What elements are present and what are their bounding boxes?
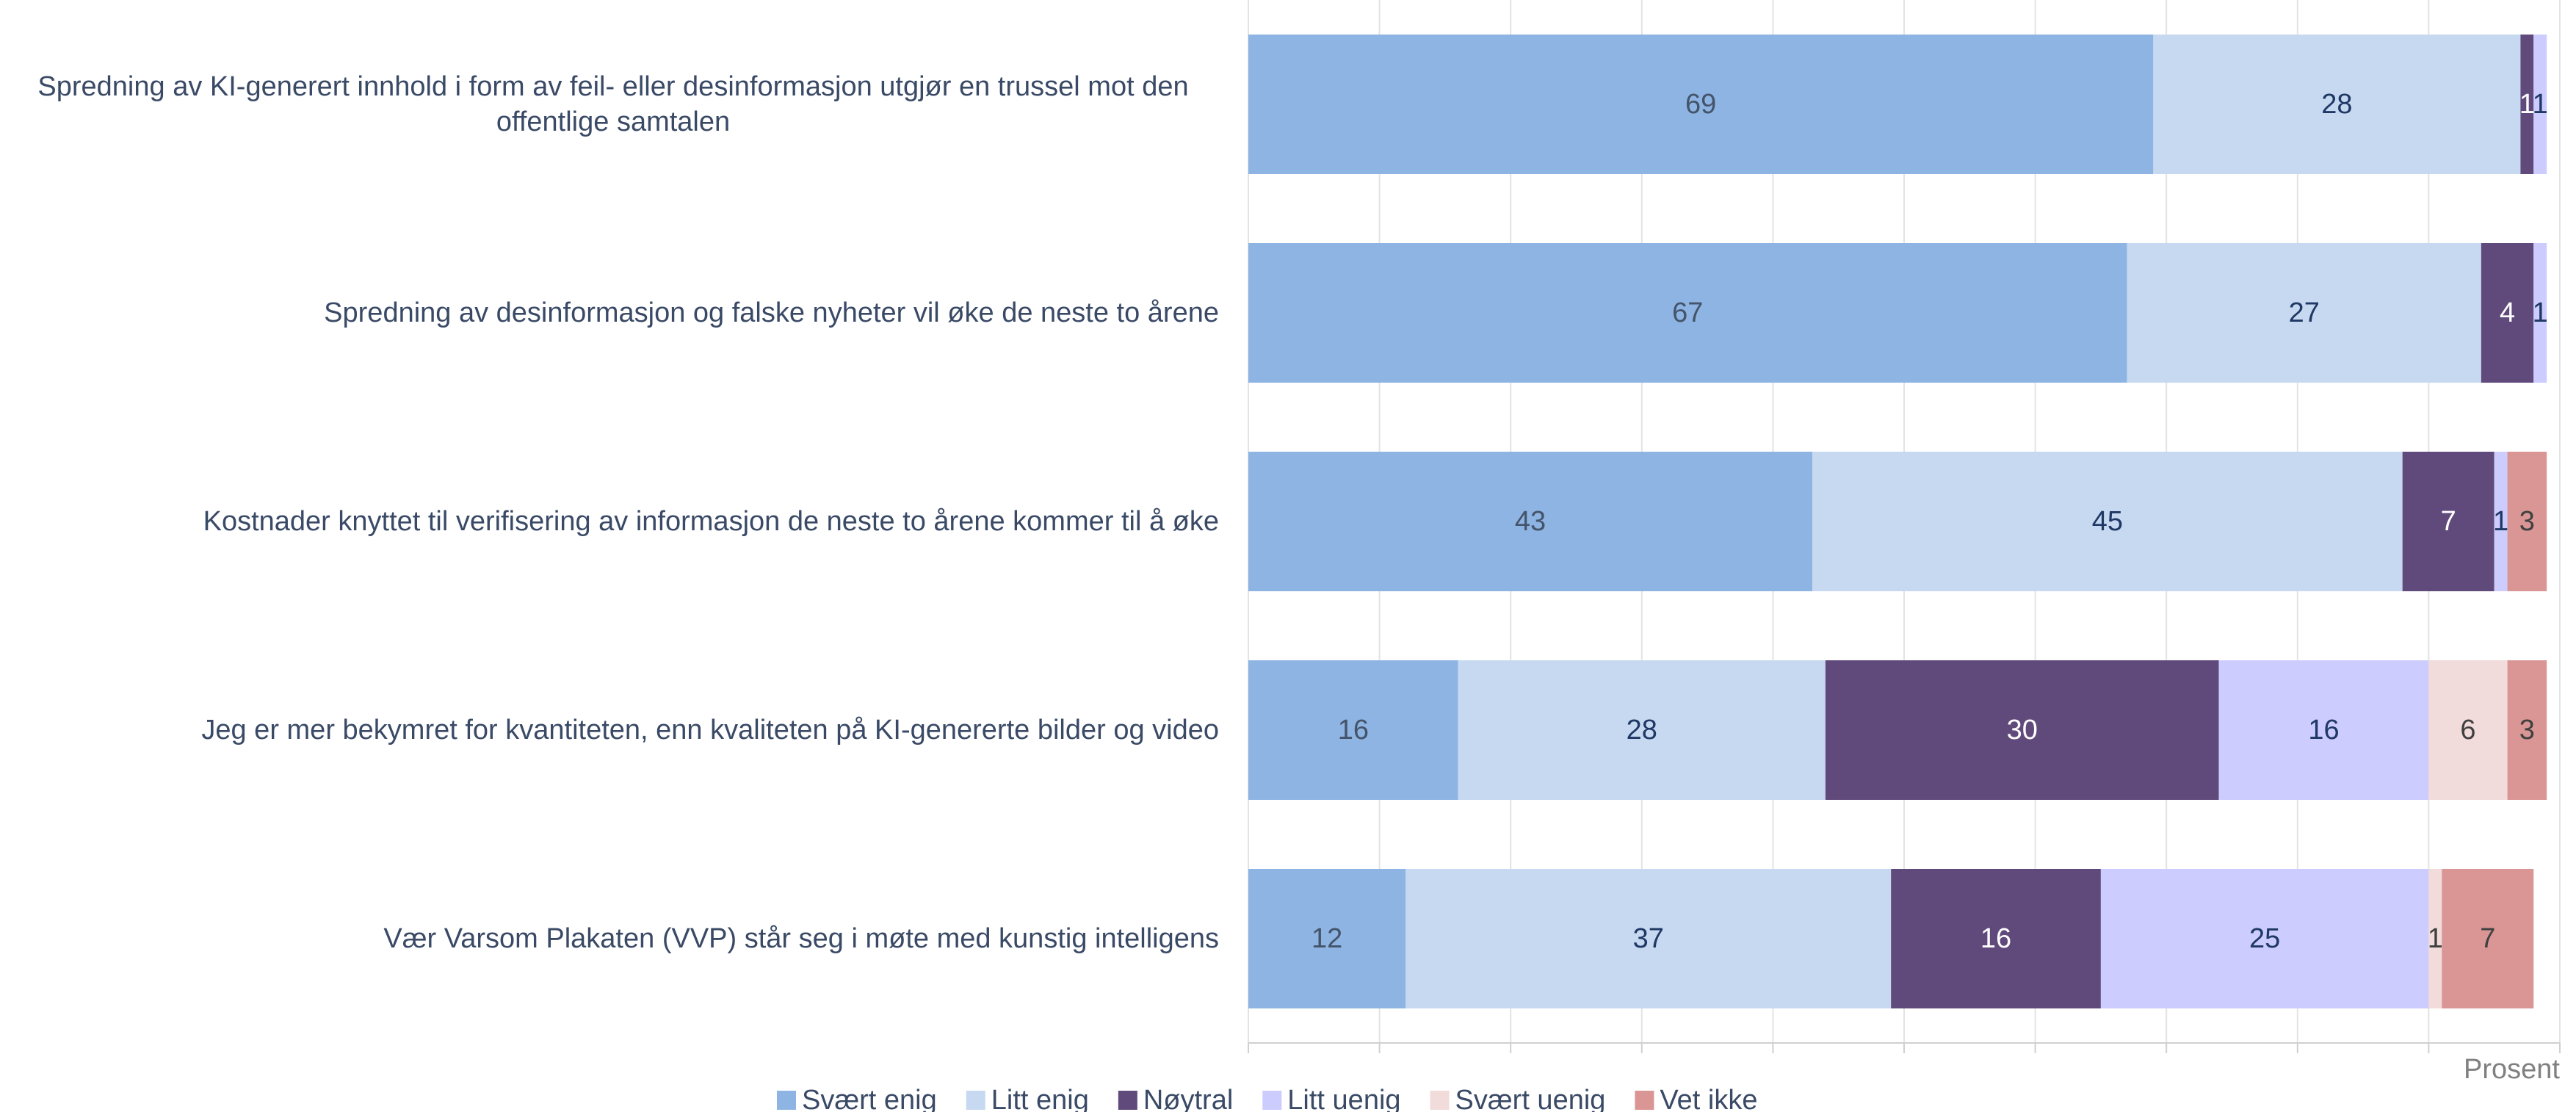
data-label: 27 — [2289, 297, 2320, 328]
data-label: 1 — [2493, 506, 2508, 537]
data-label: 25 — [2249, 923, 2280, 954]
bar-segment — [1248, 35, 2154, 174]
data-label: 3 — [2519, 715, 2535, 745]
data-label: 12 — [1311, 923, 1342, 954]
data-label: 7 — [2441, 506, 2456, 537]
data-label: 4 — [2500, 297, 2515, 328]
category-label: Jeg er mer bekymret for kvantiteten, enn… — [7, 712, 1219, 748]
bar-segment — [1458, 660, 1826, 800]
bar-segment — [2533, 35, 2547, 174]
legend-label: Vet ikke — [1660, 1085, 1757, 1112]
data-label: 6 — [2460, 715, 2475, 745]
bar-segment — [2100, 869, 2429, 1008]
bar-segment — [2494, 452, 2508, 591]
legend-label: Svært uenig — [1455, 1085, 1606, 1112]
data-label: 1 — [2428, 923, 2443, 954]
data-label: 7 — [2480, 923, 2495, 954]
bar-segment — [2507, 452, 2547, 591]
category-label: Spredning av KI-generert innhold i form … — [7, 69, 1219, 140]
legend-swatch — [1262, 1091, 1282, 1110]
bar-segment — [2533, 243, 2547, 383]
legend-swatch — [777, 1091, 796, 1110]
bar-segment — [2442, 869, 2534, 1008]
data-label: 16 — [1980, 923, 2011, 954]
legend-swatch — [1430, 1091, 1450, 1110]
category-text: Jeg er mer bekymret for kvantiteten, enn… — [201, 715, 1219, 745]
data-label: 28 — [2321, 89, 2352, 120]
legend-swatch — [1118, 1091, 1137, 1110]
bar-segment — [1248, 660, 1458, 800]
category-text: Vær Varsom Plakaten (VVP) står seg i møt… — [383, 923, 1219, 954]
x-axis-label: Prosent — [2464, 1054, 2560, 1085]
data-label: 67 — [1672, 297, 1703, 328]
data-label: 30 — [2007, 715, 2038, 745]
bar-segment — [2153, 35, 2521, 174]
bar-segment — [2402, 452, 2494, 591]
bar-segment — [2218, 660, 2429, 800]
bar-segment — [2428, 869, 2442, 1008]
legend-swatch — [966, 1091, 985, 1110]
data-label: 16 — [2308, 715, 2339, 745]
bar-segment — [2428, 660, 2508, 800]
data-label: 3 — [2519, 506, 2535, 537]
data-label: 28 — [1627, 715, 1657, 745]
data-label: 1 — [2533, 89, 2548, 120]
legend-label: Litt enig — [991, 1085, 1089, 1112]
bar-segment — [2127, 243, 2481, 383]
bar-segment — [1891, 869, 2101, 1008]
bar-segment — [1812, 452, 2403, 591]
bar-segment — [2507, 660, 2547, 800]
data-label: 43 — [1515, 506, 1546, 537]
bar-segment — [1248, 869, 1406, 1008]
legend-swatch — [1635, 1091, 1654, 1110]
bar-segment — [1825, 660, 2219, 800]
data-label: 69 — [1685, 89, 1716, 120]
category-text: Kostnader knyttet til verifisering av in… — [203, 506, 1219, 537]
bar-segment — [1248, 243, 2127, 383]
legend-label: Nøytral — [1143, 1085, 1233, 1112]
data-label: 1 — [2533, 297, 2548, 328]
data-label: 16 — [1338, 715, 1369, 745]
category-text: Spredning av desinformasjon og falske ny… — [324, 297, 1219, 328]
category-text: Spredning av KI-generert innhold i form … — [37, 71, 1189, 137]
bar-segment — [2481, 243, 2534, 383]
legend-label: Litt uenig — [1287, 1085, 1400, 1112]
data-label: 1 — [2519, 89, 2535, 120]
category-label: Kostnader knyttet til verifisering av in… — [7, 504, 1219, 539]
data-label: 45 — [2092, 506, 2123, 537]
data-label: 37 — [1633, 923, 1664, 954]
category-label: Spredning av desinformasjon og falske ny… — [7, 295, 1219, 331]
legend-label: Svært enig — [802, 1085, 937, 1112]
category-label: Vær Varsom Plakaten (VVP) står seg i møt… — [7, 921, 1219, 956]
bar-segment — [1405, 869, 1892, 1008]
bar-segment — [2520, 35, 2534, 174]
bar-segment — [1248, 452, 1812, 591]
